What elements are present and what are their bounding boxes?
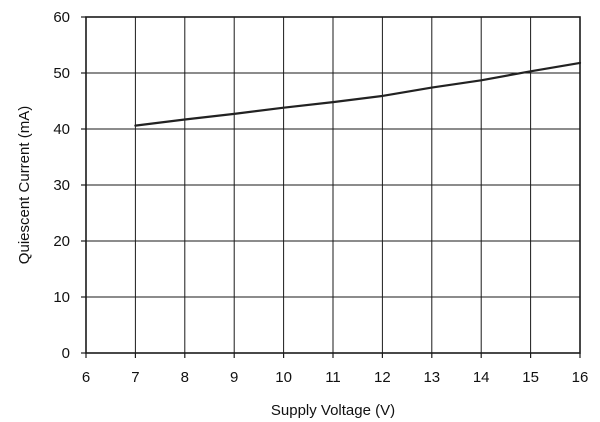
- y-tick-labels: 0 10 20 30 40 50 60: [53, 9, 70, 362]
- x-tick-label: 12: [374, 369, 391, 386]
- x-tick-label: 13: [423, 369, 440, 386]
- x-tick-label: 9: [230, 369, 238, 386]
- y-tick-label: 0: [62, 345, 70, 362]
- x-axis-label: Supply Voltage (V): [271, 402, 395, 419]
- grid: [86, 17, 580, 353]
- y-tick-label: 60: [53, 9, 70, 26]
- x-tick-label: 16: [572, 369, 589, 386]
- x-tick-label: 7: [131, 369, 139, 386]
- y-tick-label: 10: [53, 289, 70, 306]
- x-tick-label: 6: [82, 369, 90, 386]
- y-tick-label: 40: [53, 121, 70, 138]
- y-tick-label: 20: [53, 233, 70, 250]
- x-tick-label: 10: [275, 369, 292, 386]
- x-tick-label: 14: [473, 369, 490, 386]
- y-tick-label: 30: [53, 177, 70, 194]
- y-axis-label: Quiescent Current (mA): [16, 106, 33, 264]
- tick-marks: [81, 16, 581, 358]
- series-line: [134, 61, 582, 127]
- y-tick-label: 50: [53, 65, 70, 82]
- x-tick-label: 15: [522, 369, 539, 386]
- series-layer: [134, 61, 582, 127]
- x-tick-labels: 6 7 8 9 10 11 12 13 14 15 16: [82, 369, 589, 386]
- x-tick-label: 11: [325, 369, 341, 386]
- x-tick-label: 8: [181, 369, 189, 386]
